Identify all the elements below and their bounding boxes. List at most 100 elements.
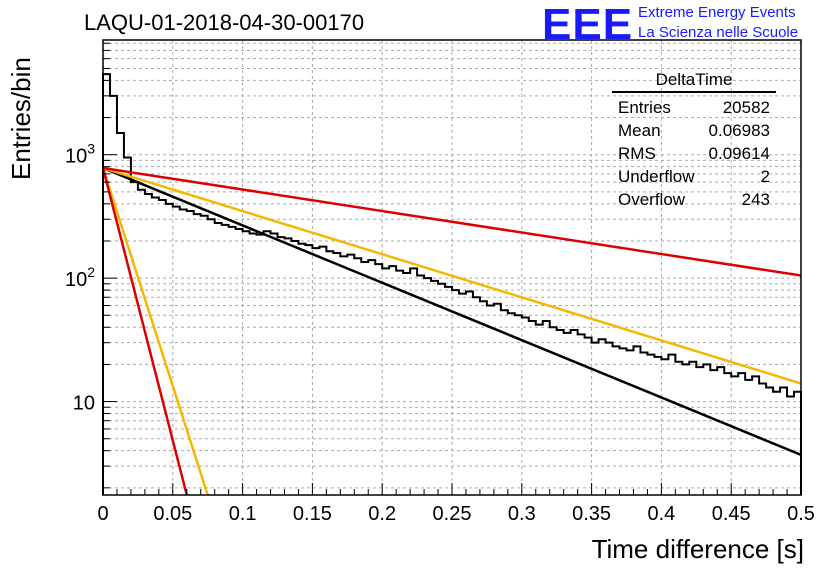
stats-value: 2: [760, 167, 770, 186]
histogram-bin: [187, 211, 194, 495]
stats-value: 243: [741, 190, 770, 209]
histogram-bin: [368, 260, 375, 495]
histogram-bin: [787, 396, 794, 495]
histogram-bin: [424, 278, 431, 495]
histogram-bin: [250, 233, 257, 495]
histogram-bin: [689, 362, 696, 495]
histogram-bin: [445, 287, 452, 495]
histogram-bin: [459, 294, 466, 495]
histogram-bin: [703, 364, 710, 495]
histogram-bin: [501, 310, 508, 495]
fit-line-yellow: [102, 166, 802, 385]
histogram-bin: [312, 248, 319, 495]
stats-value: 0.06983: [708, 121, 770, 140]
histogram-bin: [613, 346, 620, 495]
histogram-bin: [271, 233, 278, 495]
histogram-bin: [682, 364, 689, 495]
histogram-bin: [396, 271, 403, 495]
histogram-bin: [347, 255, 354, 495]
fit-line-red: [102, 166, 802, 277]
stats-value: 20582: [722, 98, 770, 117]
histogram-bin: [717, 367, 724, 495]
histogram-bin: [117, 133, 124, 495]
histogram-bin: [522, 317, 529, 495]
histogram-bin: [438, 284, 445, 495]
histogram-bin: [515, 315, 522, 495]
histogram-bin: [487, 306, 494, 495]
eee-logo: EEE: [542, 0, 634, 49]
histogram-bin: [571, 330, 578, 495]
x-tick-label: 0.3: [508, 503, 536, 525]
fit-line-red: [101, 167, 188, 496]
stats-value: 0.09614: [708, 144, 770, 163]
histogram-bin: [606, 343, 613, 495]
histogram-bin: [382, 268, 389, 495]
x-tick-label: 0.25: [433, 503, 472, 525]
histogram-bin: [508, 313, 515, 495]
histogram-bin: [243, 231, 250, 495]
histogram-bin: [738, 373, 745, 495]
histogram-bin: [305, 245, 312, 495]
x-tick-label: 0.05: [153, 503, 192, 525]
histogram-bin: [647, 355, 654, 495]
y-tick-label: 10: [73, 393, 95, 415]
histogram-bin: [333, 253, 340, 495]
histogram-bin: [794, 392, 801, 495]
histogram-bin: [696, 367, 703, 495]
histogram-bin: [375, 264, 382, 495]
x-axis-ticks: 0 0.05 0.1 0.15 0.2 0.25 0.3 0.35 0.4 0.45 0.5: [97, 483, 815, 525]
stats-row: Underflow 2: [612, 165, 776, 188]
x-axis-label: Time difference [s]: [591, 534, 804, 564]
histogram-bin: [410, 268, 417, 495]
stats-label: Entries: [618, 98, 671, 117]
histogram-bin: [466, 291, 473, 495]
histogram-bin: [222, 225, 229, 495]
histogram-bin: [257, 235, 264, 495]
histogram-bin: [208, 219, 215, 495]
histogram-bin: [529, 321, 536, 495]
histogram-bin: [431, 281, 438, 495]
histogram-bin: [284, 238, 291, 495]
histogram-bin: [494, 304, 501, 495]
histogram-bin: [124, 157, 131, 495]
stats-label: Underflow: [618, 167, 695, 186]
histogram-bin: [215, 223, 222, 495]
stats-label: Mean: [618, 121, 661, 140]
histogram-line: [102, 73, 802, 495]
histogram-bin: [354, 258, 361, 495]
histogram-bars: [102, 73, 802, 495]
x-tick-label: 0.4: [647, 503, 675, 525]
fit-line-yellow: [101, 167, 209, 496]
histogram-bin: [480, 301, 487, 495]
histogram-bin: [291, 241, 298, 495]
histogram-bin: [138, 190, 145, 495]
histogram-bin: [389, 266, 396, 495]
histogram-bin: [264, 231, 271, 495]
stats-row: RMS 0.09614: [612, 142, 776, 165]
histogram-bin: [201, 216, 208, 495]
stats-label: Overflow: [618, 190, 686, 209]
histogram-bin: [131, 182, 138, 495]
fit-lines: [101, 166, 802, 496]
logo-line-2: La Scienza nelle Scuole: [638, 24, 799, 41]
histogram-bin: [319, 247, 326, 495]
x-tick-label: 0.35: [572, 503, 611, 525]
histogram-bin: [298, 244, 305, 495]
histogram-bin: [326, 251, 333, 495]
histogram-bin: [780, 388, 787, 495]
histogram-bin: [675, 362, 682, 495]
histogram-bin: [417, 276, 424, 495]
histogram-bin: [180, 209, 187, 495]
plot-grid: [102, 40, 802, 495]
histogram-bin: [536, 325, 543, 495]
stats-label: RMS: [618, 144, 656, 163]
stats-row: Entries 20582: [612, 96, 776, 119]
stats-row: Overflow 243: [612, 188, 776, 211]
histogram-bin: [236, 229, 243, 495]
x-tick-label: 0.2: [368, 503, 396, 525]
histogram-bin: [361, 262, 368, 495]
y-axis-ticks: 10 102 103: [65, 42, 117, 489]
x-tick-label: 0.5: [787, 503, 815, 525]
histogram-bin: [585, 338, 592, 495]
